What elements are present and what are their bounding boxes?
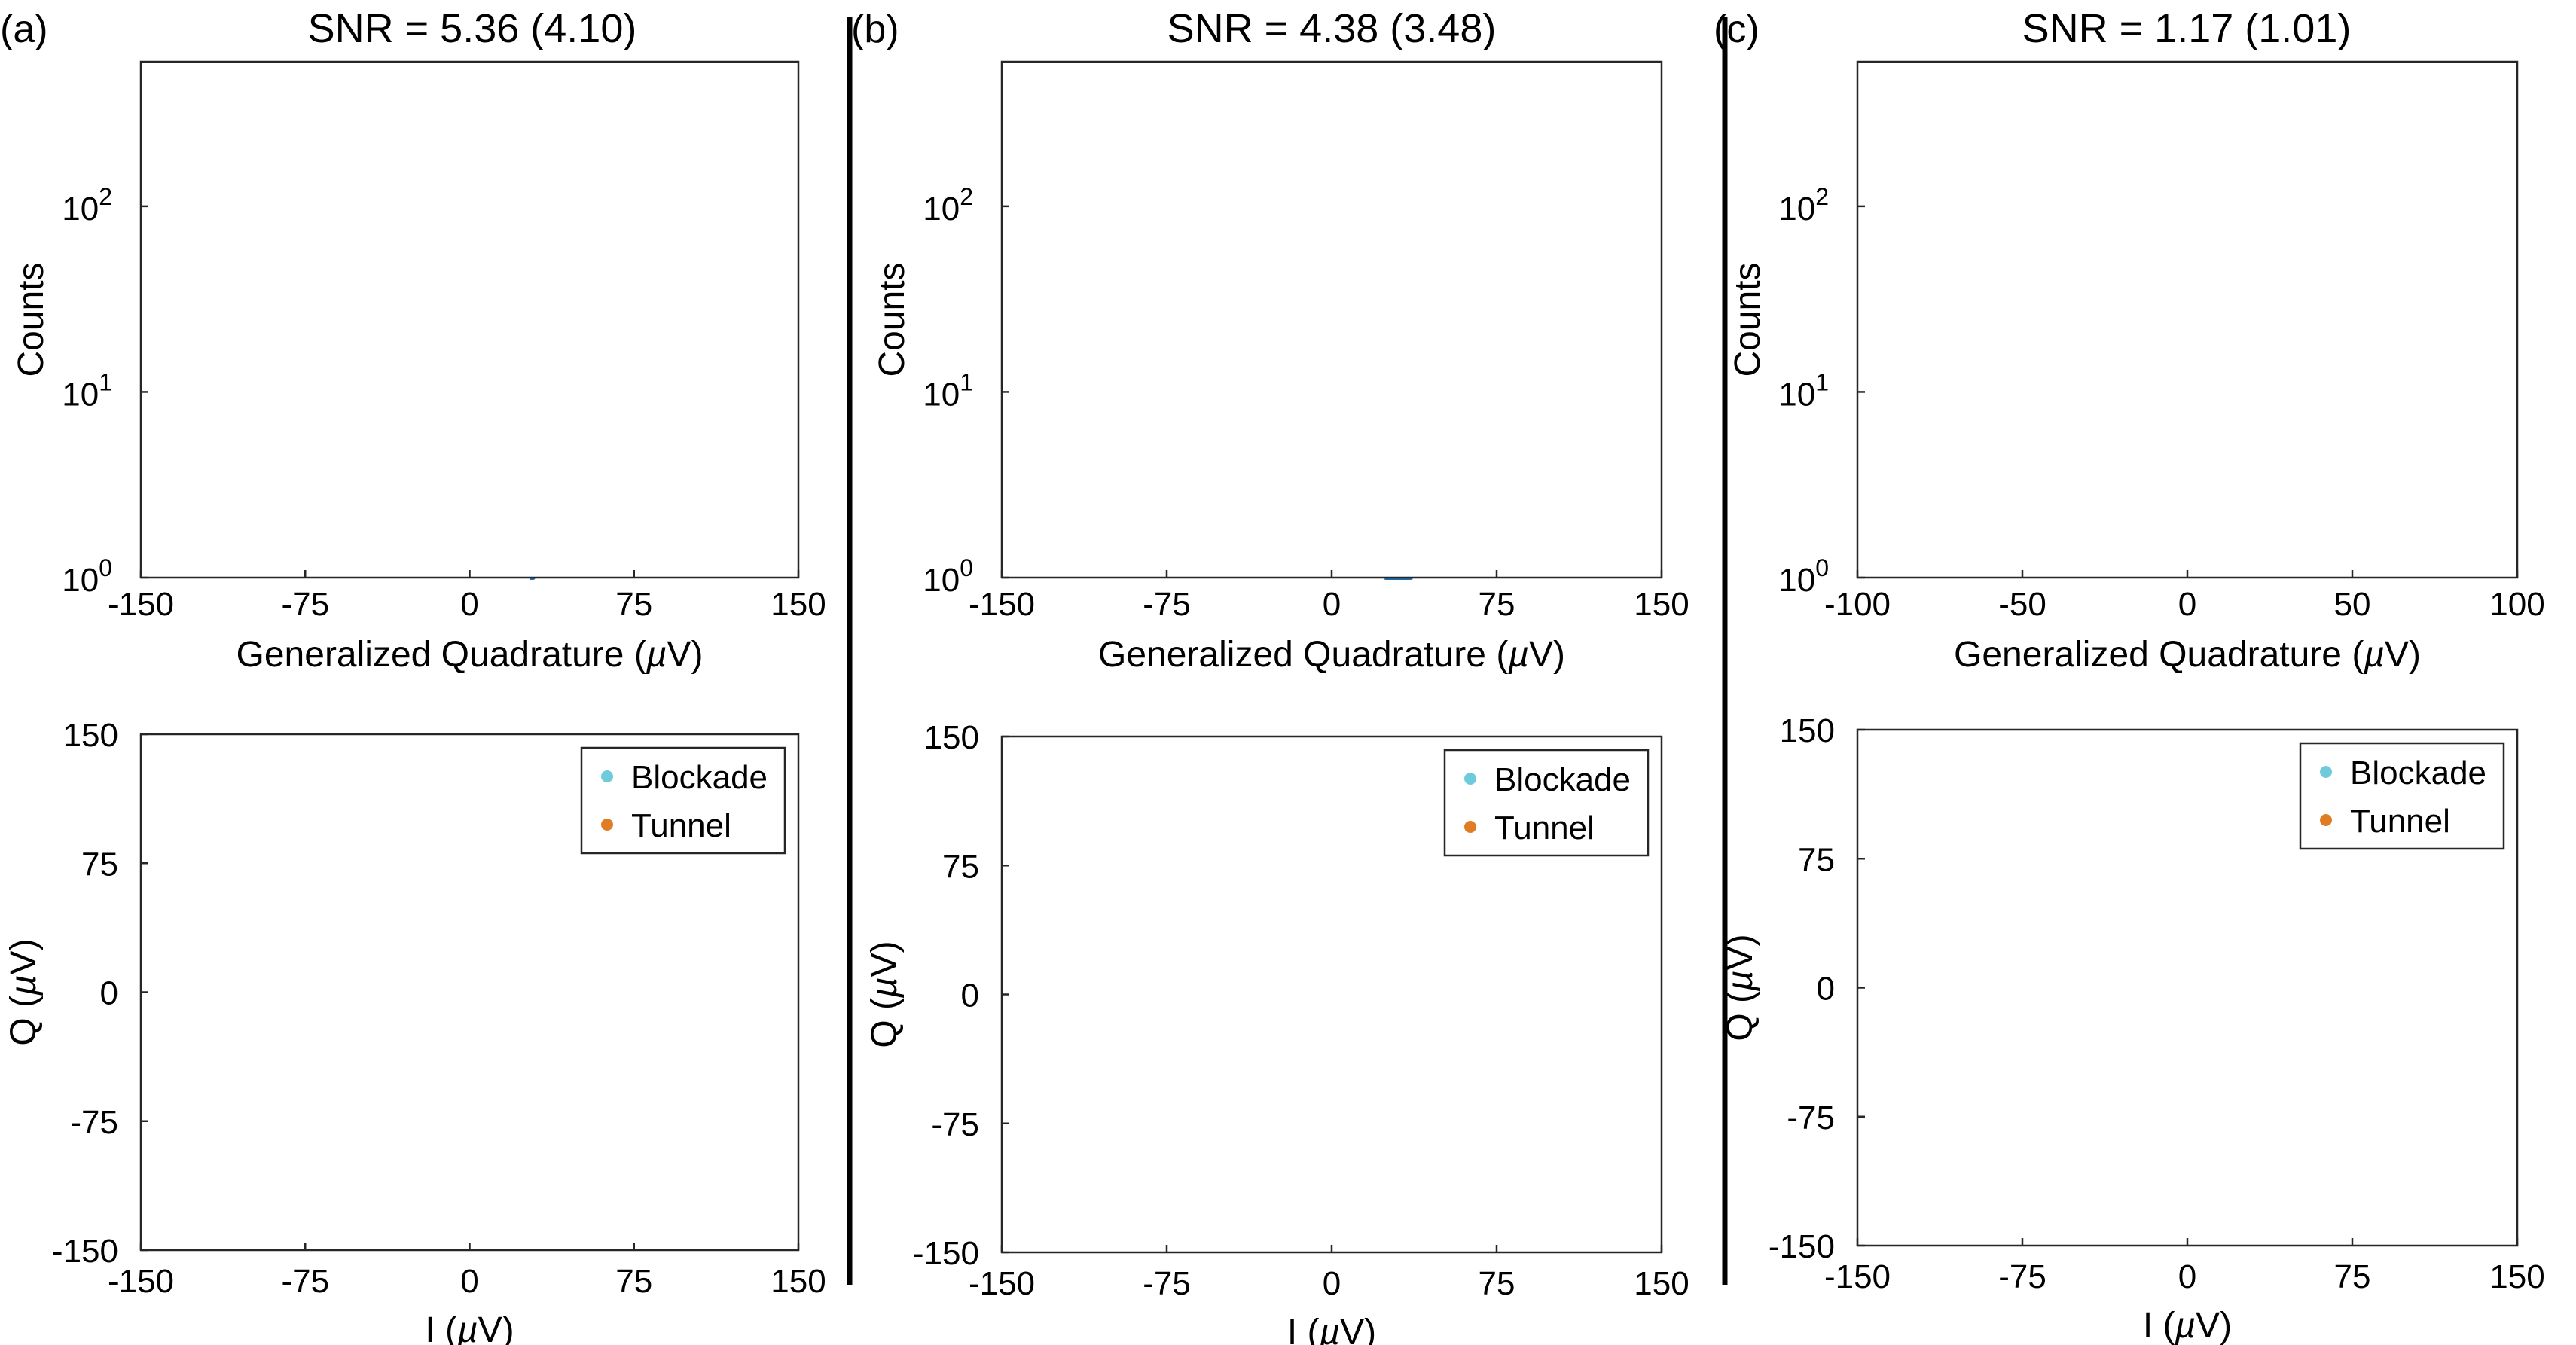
y-tick-base: 10 xyxy=(62,376,99,413)
x-tick-label: -50 xyxy=(1998,586,2046,623)
x-axis-label-mu: µ xyxy=(2363,635,2385,675)
axis-frame xyxy=(1000,60,1663,579)
x-tick-label: 75 xyxy=(615,586,652,623)
panel-label-c: (c) xyxy=(1714,8,1760,51)
x-axis-label-unit: V) xyxy=(2385,635,2421,675)
title-b: SNR = 4.38 (3.48) xyxy=(1167,6,1497,51)
x-tick-label: 0 xyxy=(1323,586,1341,623)
y-tick-label: 101 xyxy=(1778,368,1829,413)
panel-label-a: (a) xyxy=(0,8,48,51)
x-axis-label-mu: µ xyxy=(1507,635,1529,675)
x-axis-label-text: Generalized Quadrature ( xyxy=(237,635,646,675)
y-tick-exponent: 0 xyxy=(99,554,112,581)
y-tick-label: 102 xyxy=(1778,183,1829,227)
x-tick-label: -75 xyxy=(1143,586,1191,623)
x-tick-label: -100 xyxy=(1824,586,1891,623)
x-tick-label: 0 xyxy=(460,586,478,623)
y-tick-exponent: 1 xyxy=(960,368,973,395)
y-tick-label: 102 xyxy=(62,183,112,227)
y-tick-exponent: 1 xyxy=(1815,368,1829,395)
x-axis-label-text: Generalized Quadrature ( xyxy=(1954,635,2364,675)
x-axis-label-mu: µ xyxy=(646,635,667,675)
x-axis-label-text: Generalized Quadrature ( xyxy=(1098,635,1508,675)
y-tick-base: 10 xyxy=(62,562,99,599)
x-tick-label: 150 xyxy=(1634,586,1689,623)
x-axis-label: Generalized Quadrature (µV) xyxy=(1098,635,1565,675)
y-tick-base: 10 xyxy=(1778,191,1815,227)
title-a: SNR = 5.36 (4.10) xyxy=(308,6,637,51)
y-tick-base: 10 xyxy=(923,191,960,227)
y-tick-exponent: 1 xyxy=(99,368,112,395)
x-axis-label: Generalized Quadrature (µV) xyxy=(1954,635,2421,675)
y-tick-label: 100 xyxy=(923,554,973,599)
y-tick-exponent: 2 xyxy=(99,183,112,210)
y-tick-label: 100 xyxy=(1778,554,1829,599)
y-tick-base: 10 xyxy=(923,376,960,413)
y-tick-exponent: 2 xyxy=(960,183,973,210)
y-tick-exponent: 0 xyxy=(1815,554,1829,581)
x-axis-label-unit: V) xyxy=(667,635,703,675)
x-axis-label-unit: V) xyxy=(1529,635,1565,675)
x-tick-label: -75 xyxy=(281,586,329,623)
y-tick-label: 102 xyxy=(923,183,973,227)
y-axis-label: Counts xyxy=(1728,262,1768,377)
x-tick-label: 50 xyxy=(2334,586,2371,623)
x-tick-label: 75 xyxy=(1479,586,1515,623)
y-tick-label: 101 xyxy=(62,368,112,413)
y-tick-base: 10 xyxy=(62,191,99,227)
y-tick-base: 10 xyxy=(1778,376,1815,413)
y-tick-label: 100 xyxy=(62,554,112,599)
x-axis-label: Generalized Quadrature (µV) xyxy=(237,635,704,675)
y-tick-exponent: 2 xyxy=(1815,183,1829,210)
x-tick-label: 100 xyxy=(2489,586,2544,623)
y-axis-label: Counts xyxy=(11,262,51,377)
axis-frame xyxy=(1856,60,2519,579)
x-tick-label: 150 xyxy=(771,586,826,623)
x-tick-label: -150 xyxy=(108,586,174,623)
axis-frame xyxy=(139,60,800,579)
title-c: SNR = 1.17 (1.01) xyxy=(2022,6,2352,51)
y-axis-label: Counts xyxy=(872,262,912,377)
panel-label-b: (b) xyxy=(851,8,899,51)
y-tick-base: 10 xyxy=(1778,562,1815,599)
y-tick-base: 10 xyxy=(923,562,960,599)
y-tick-label: 101 xyxy=(923,368,973,413)
x-tick-label: -150 xyxy=(969,586,1035,623)
y-tick-exponent: 0 xyxy=(960,554,973,581)
x-tick-label: 0 xyxy=(2178,586,2196,623)
